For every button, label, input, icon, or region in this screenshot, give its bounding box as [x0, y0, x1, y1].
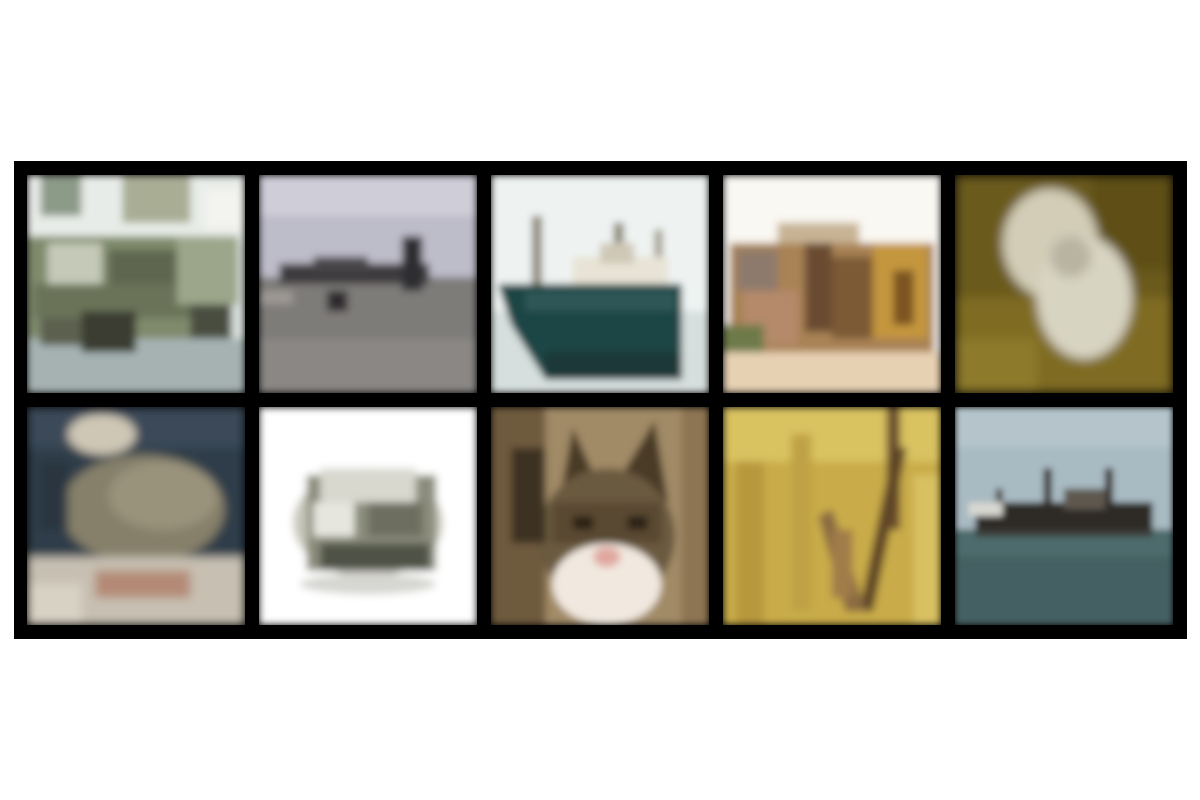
car-image	[259, 407, 477, 625]
cat-image	[491, 407, 709, 625]
image-tile-grass-with-branches	[723, 407, 941, 625]
image-tile-military-truck	[27, 175, 245, 393]
grass-with-branches-image	[723, 407, 941, 625]
image-tile-ship-on-sea	[955, 407, 1173, 625]
military-truck-image	[27, 175, 245, 393]
airplane-image	[259, 175, 477, 393]
image-grid	[14, 161, 1187, 639]
animal-on-rock-image	[27, 407, 245, 625]
ruined-building-image	[723, 175, 941, 393]
image-tile-car	[259, 407, 477, 625]
image-tile-white-animal	[955, 175, 1173, 393]
image-tile-cat	[491, 407, 709, 625]
image-tile-ship	[491, 175, 709, 393]
image-tile-ruined-building	[723, 175, 941, 393]
image-tile-animal-on-rock	[27, 407, 245, 625]
image-tile-airplane	[259, 175, 477, 393]
ship-on-sea-image	[955, 407, 1173, 625]
ship-image	[491, 175, 709, 393]
white-animal-image	[955, 175, 1173, 393]
